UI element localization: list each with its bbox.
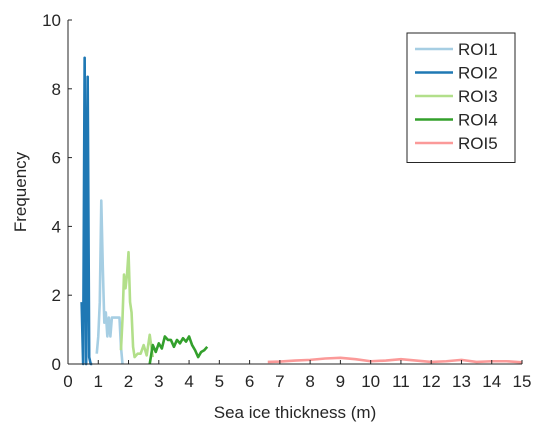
y-tick-label: 10 [42,11,61,30]
x-tick-label: 3 [154,372,163,391]
legend-label-roi5: ROI5 [458,134,498,153]
x-tick-label: 6 [245,372,254,391]
x-tick-label: 10 [361,372,380,391]
x-axis-label: Sea ice thickness (m) [214,403,377,422]
x-tick-label: 15 [513,372,532,391]
series-layer [80,56,523,366]
y-tick-label: 0 [52,355,61,374]
legend-label-roi2: ROI2 [458,64,498,83]
y-tick-label: 6 [52,149,61,168]
legend-label-roi3: ROI3 [458,87,498,106]
legend-label-roi1: ROI1 [458,40,498,59]
y-tick-label: 4 [52,217,61,236]
series-line-roi1 [95,199,124,365]
legend-box [406,32,516,163]
x-tick-label: 7 [275,372,284,391]
x-tick-label: 9 [336,372,345,391]
x-tick-label: 4 [184,372,193,391]
series-line-roi4 [148,335,209,365]
series-line-roi5 [267,356,523,364]
x-tick-label: 0 [63,372,72,391]
x-tick-label: 13 [452,372,471,391]
series-line-roi3 [119,250,155,359]
x-tick-label: 11 [392,372,410,391]
x-tick-label: 14 [482,372,501,391]
x-tick-label: 8 [305,372,314,391]
y-tick-label: 2 [52,286,61,305]
y-tick-label: 8 [52,80,61,99]
legend-label-roi4: ROI4 [458,111,498,130]
x-tick-label: 5 [215,372,224,391]
series-line-roi2 [80,56,93,366]
x-tick-label: 1 [94,372,103,391]
legend[interactable]: ROI1 ROI2 ROI3 ROI4 ROI5 [406,32,516,163]
y-axis-label: Frequency [11,151,30,232]
x-tick-label: 2 [124,372,133,391]
x-tick-label: 12 [422,372,441,391]
